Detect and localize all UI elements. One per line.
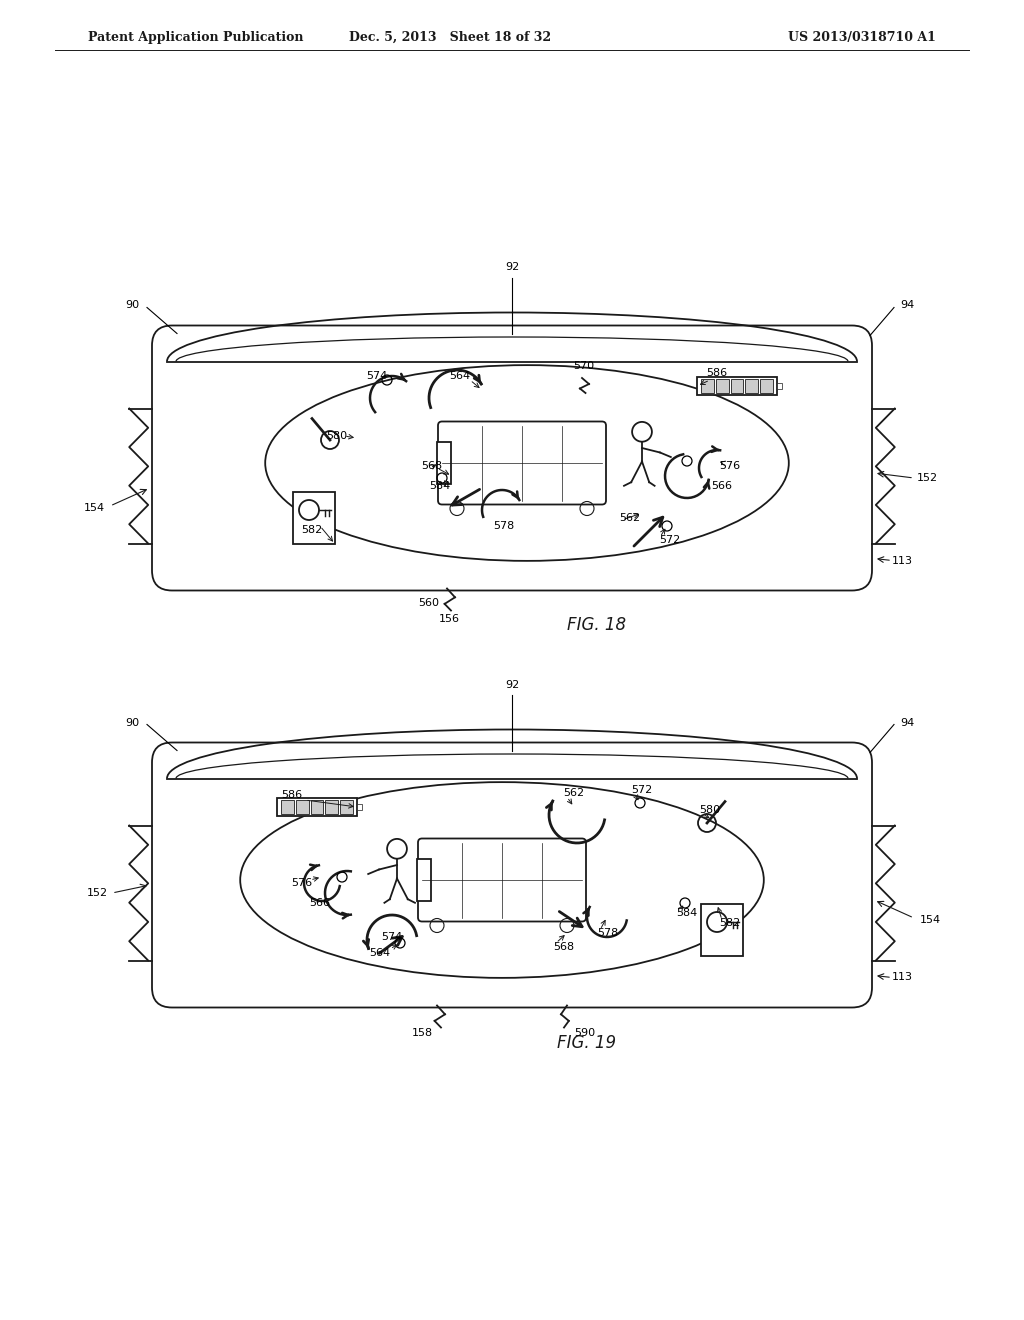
Text: 574: 574 xyxy=(381,932,402,942)
Text: 568: 568 xyxy=(553,942,574,952)
Text: 158: 158 xyxy=(412,1028,432,1039)
Text: 156: 156 xyxy=(438,614,460,623)
Ellipse shape xyxy=(265,366,788,561)
Bar xyxy=(760,379,773,393)
Bar xyxy=(697,378,777,395)
Text: 574: 574 xyxy=(367,371,388,381)
FancyBboxPatch shape xyxy=(152,326,872,590)
Text: 92: 92 xyxy=(505,263,519,272)
Bar xyxy=(701,904,743,956)
Bar xyxy=(293,492,335,544)
Text: 566: 566 xyxy=(309,898,331,908)
Text: 584: 584 xyxy=(677,908,697,917)
Text: 90: 90 xyxy=(125,718,139,727)
Bar xyxy=(340,800,353,814)
Text: US 2013/0318710 A1: US 2013/0318710 A1 xyxy=(788,30,936,44)
Text: 578: 578 xyxy=(597,928,618,939)
Text: Patent Application Publication: Patent Application Publication xyxy=(88,30,303,44)
Text: 580: 580 xyxy=(327,432,347,441)
Text: 582: 582 xyxy=(720,917,740,928)
Text: FIG. 18: FIG. 18 xyxy=(567,616,626,635)
Text: 576: 576 xyxy=(292,878,312,888)
Ellipse shape xyxy=(241,783,764,978)
Bar xyxy=(716,379,729,393)
Text: 578: 578 xyxy=(494,521,515,531)
Text: 576: 576 xyxy=(720,461,740,471)
Bar xyxy=(326,800,338,814)
Text: 572: 572 xyxy=(632,785,652,795)
Text: FIG. 19: FIG. 19 xyxy=(557,1034,616,1052)
Text: 113: 113 xyxy=(892,973,912,982)
Text: 582: 582 xyxy=(301,525,323,535)
Text: 564: 564 xyxy=(370,948,390,958)
Text: 94: 94 xyxy=(900,718,914,727)
Text: 154: 154 xyxy=(83,503,104,513)
Text: 570: 570 xyxy=(573,360,595,371)
Text: 584: 584 xyxy=(429,480,451,491)
Text: 572: 572 xyxy=(659,535,681,545)
Text: 560: 560 xyxy=(419,598,439,609)
Text: 152: 152 xyxy=(86,888,108,898)
Bar xyxy=(278,799,357,816)
FancyBboxPatch shape xyxy=(152,742,872,1007)
Text: 113: 113 xyxy=(892,556,912,565)
Text: 586: 586 xyxy=(282,789,302,800)
Text: 586: 586 xyxy=(707,368,728,378)
Text: 90: 90 xyxy=(125,301,139,310)
Bar xyxy=(310,800,324,814)
Bar xyxy=(417,859,431,900)
Text: 568: 568 xyxy=(422,461,442,471)
Bar xyxy=(357,804,362,810)
Text: 562: 562 xyxy=(563,788,585,799)
Text: 92: 92 xyxy=(505,680,519,689)
Bar xyxy=(730,379,743,393)
Bar xyxy=(701,379,714,393)
Bar xyxy=(745,379,758,393)
Text: 94: 94 xyxy=(900,301,914,310)
Text: 590: 590 xyxy=(574,1028,596,1039)
Bar xyxy=(777,383,782,389)
Text: Dec. 5, 2013   Sheet 18 of 32: Dec. 5, 2013 Sheet 18 of 32 xyxy=(349,30,551,44)
Bar xyxy=(281,800,294,814)
Bar xyxy=(296,800,308,814)
FancyBboxPatch shape xyxy=(438,421,606,504)
Text: 564: 564 xyxy=(450,371,471,381)
Text: 566: 566 xyxy=(712,480,732,491)
Text: 152: 152 xyxy=(916,473,938,483)
Text: 580: 580 xyxy=(699,805,721,814)
Text: 562: 562 xyxy=(620,513,641,523)
FancyBboxPatch shape xyxy=(418,838,586,921)
Bar xyxy=(437,442,451,483)
Text: 154: 154 xyxy=(920,915,941,925)
